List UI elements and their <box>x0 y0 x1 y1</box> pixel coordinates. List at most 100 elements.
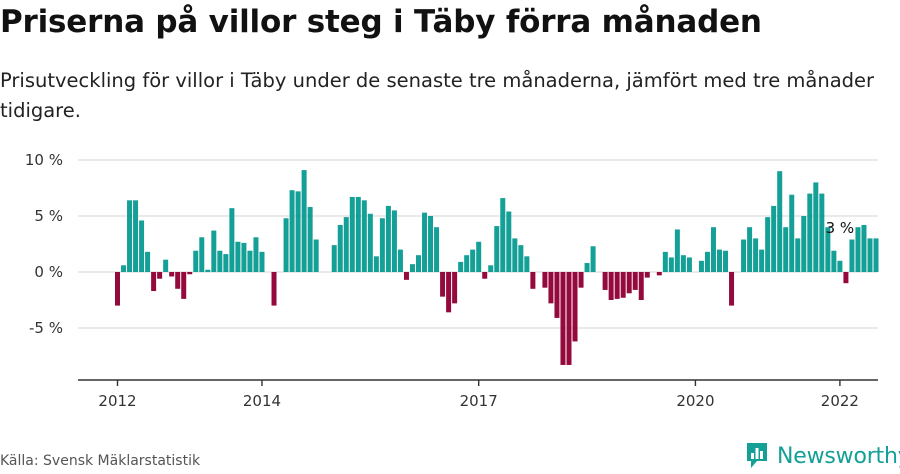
bar <box>169 272 175 277</box>
bar <box>813 182 819 272</box>
bar <box>566 272 572 365</box>
bar <box>295 191 301 272</box>
bar <box>367 213 373 272</box>
bar <box>602 272 608 290</box>
bar <box>331 245 337 272</box>
bar <box>656 272 662 276</box>
bar <box>379 218 385 272</box>
bar <box>199 237 205 272</box>
bar-chart-logo-icon <box>747 443 767 468</box>
bar <box>494 226 500 272</box>
bar <box>458 261 464 272</box>
bar <box>584 263 590 272</box>
bar <box>518 245 524 272</box>
bar <box>337 224 343 272</box>
y-tick-label: 0 % <box>34 263 63 281</box>
bar <box>307 207 313 272</box>
bar <box>741 239 747 272</box>
bar <box>211 230 217 272</box>
bar <box>704 251 710 272</box>
bar <box>187 272 193 275</box>
bar <box>361 200 367 272</box>
bar-series <box>115 170 879 365</box>
bar <box>217 250 223 272</box>
bar <box>446 272 452 313</box>
bar <box>482 272 488 279</box>
bar <box>795 238 801 272</box>
bar <box>500 198 506 272</box>
bar <box>488 265 494 272</box>
bar <box>771 205 777 272</box>
bar <box>837 260 843 272</box>
bar <box>674 229 680 272</box>
bar <box>644 272 650 278</box>
page-title: Priserna på villor steg i Täby förra mån… <box>0 4 762 40</box>
bar <box>181 272 187 299</box>
bar <box>349 196 355 272</box>
bar <box>843 272 849 284</box>
y-axis-labels: -5 % 0 % 5 % 10 % <box>25 151 63 337</box>
bar <box>819 193 825 272</box>
x-tick-label: 2012 <box>98 392 136 410</box>
bar <box>512 238 518 272</box>
bar <box>867 238 873 272</box>
bar <box>259 251 265 272</box>
bar <box>422 212 428 272</box>
bar <box>530 272 536 289</box>
bar <box>855 227 861 272</box>
bar <box>698 260 704 272</box>
bar <box>289 190 295 272</box>
bar <box>139 220 145 272</box>
bar <box>434 227 440 272</box>
bar <box>578 272 584 288</box>
bar <box>717 249 722 272</box>
bar <box>680 255 686 272</box>
chart-subtitle: Prisutveckling för villor i Täby under d… <box>0 69 875 122</box>
bar <box>241 242 247 272</box>
bar <box>452 272 458 304</box>
x-tick-label: 2014 <box>243 392 281 410</box>
bar <box>686 257 692 272</box>
bar <box>385 205 391 272</box>
bar <box>590 246 596 272</box>
bar <box>608 272 614 300</box>
bar <box>283 218 289 272</box>
bar <box>614 272 620 299</box>
bar <box>476 241 482 272</box>
bar <box>127 200 133 272</box>
bar <box>343 217 349 272</box>
bar <box>524 256 530 272</box>
bar <box>626 272 632 294</box>
bar <box>235 241 241 272</box>
bar <box>723 250 729 272</box>
bar <box>355 196 361 272</box>
source-note: Källa: Svensk Mäklarstatistik <box>0 453 201 469</box>
bar <box>747 227 753 272</box>
bar <box>470 249 476 272</box>
y-tick-label: 10 % <box>25 151 63 169</box>
bar <box>271 272 277 306</box>
bar <box>409 264 415 272</box>
bar <box>193 250 199 272</box>
bar <box>825 227 831 272</box>
bar <box>789 194 795 272</box>
bar <box>391 210 397 272</box>
brand-logo: Newsworthy <box>745 441 900 471</box>
bar <box>548 272 554 304</box>
x-tick-label: 2020 <box>676 392 714 410</box>
bar <box>560 272 566 365</box>
annotations: 3 % <box>826 219 855 237</box>
bar <box>801 216 807 272</box>
bar <box>554 272 560 318</box>
last-value-label: 3 % <box>826 219 855 237</box>
x-axis: 2012 2014 2017 2020 2022 <box>78 379 878 410</box>
bar <box>175 272 181 289</box>
bar <box>151 272 157 292</box>
x-tick-label: 2017 <box>460 392 498 410</box>
bar <box>506 211 512 272</box>
bar <box>662 251 668 272</box>
bar <box>710 227 716 272</box>
bar <box>313 239 319 272</box>
bar <box>145 251 151 272</box>
bar <box>753 238 759 272</box>
